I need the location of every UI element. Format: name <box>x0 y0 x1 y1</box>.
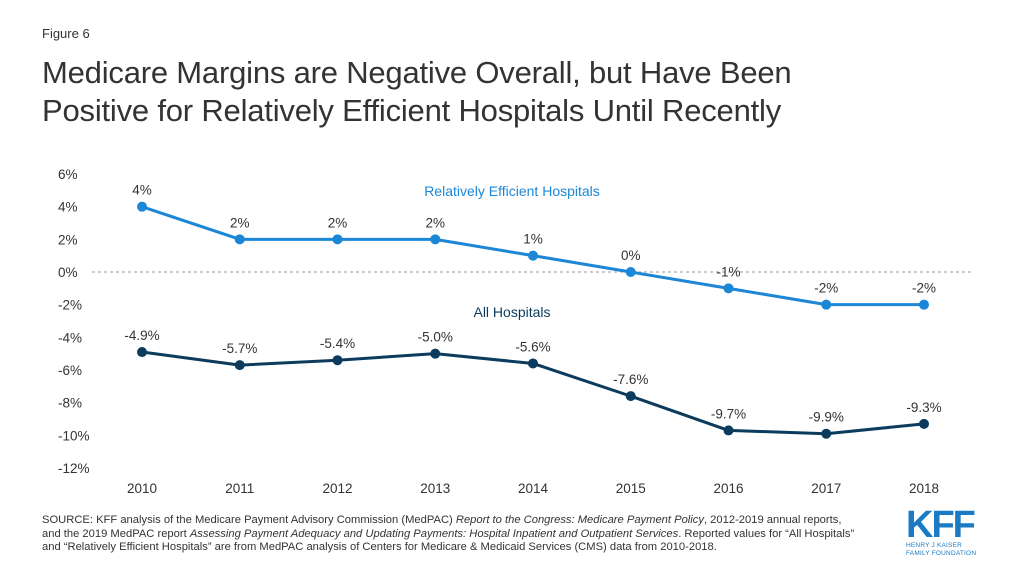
data-label-efficient: 2% <box>328 215 348 230</box>
y-tick-label: -6% <box>58 363 82 378</box>
x-tick-label: 2018 <box>909 481 939 496</box>
chart-title: Medicare Margins are Negative Overall, b… <box>42 54 942 130</box>
kff-logo-line-2: FAMILY FOUNDATION <box>906 549 977 557</box>
data-label-all: -9.9% <box>809 410 844 425</box>
data-label-efficient: 2% <box>425 215 445 230</box>
data-point-efficient <box>625 267 636 277</box>
x-tick-label: 2014 <box>518 481 549 496</box>
data-point-efficient <box>430 234 441 245</box>
chart-title-line-2: Positive for Relatively Efficient Hospit… <box>42 93 782 128</box>
data-point-efficient <box>528 250 538 261</box>
series-label-efficient: Relatively Efficient Hospitals <box>424 183 600 199</box>
data-point-efficient <box>919 299 929 310</box>
data-point-all <box>137 347 147 358</box>
data-label-all: -9.7% <box>711 406 746 421</box>
source-note: SOURCE: KFF analysis of the Medicare Pay… <box>42 514 862 555</box>
x-tick-label: 2016 <box>713 481 743 496</box>
y-tick-label: 2% <box>58 232 78 247</box>
data-point-efficient <box>821 299 832 310</box>
data-label-efficient: -1% <box>716 264 740 279</box>
y-tick-label: -10% <box>58 428 90 443</box>
data-label-all: -4.9% <box>124 328 159 343</box>
x-tick-label: 2017 <box>811 481 841 496</box>
data-label-efficient: 2% <box>230 215 250 230</box>
y-tick-label: 4% <box>58 200 78 215</box>
data-label-all: -7.6% <box>613 372 648 387</box>
data-label-all: -5.7% <box>222 341 257 356</box>
data-point-all <box>821 428 832 439</box>
source-report-title-2: Assessing Payment Adequacy and Updating … <box>189 527 679 540</box>
x-tick-label: 2011 <box>225 481 254 496</box>
data-label-efficient: 1% <box>523 232 543 247</box>
line-chart: 6% 4% 2% 0% -2% -4% -6% -8% -10% -12% 2010 2011 2012… <box>58 167 972 496</box>
data-label-efficient: 0% <box>621 248 641 263</box>
y-tick-label: 6% <box>58 167 78 182</box>
y-tick-label: -4% <box>58 330 82 345</box>
source-report-title-1: Report to the Congress: Medicare Payment… <box>455 514 704 526</box>
figure-label: Figure 6 <box>42 26 90 41</box>
chart-title-line-1: Medicare Margins are Negative Overall, b… <box>42 55 792 90</box>
data-point-efficient <box>723 283 734 294</box>
data-point-all <box>332 355 343 366</box>
data-point-all <box>625 391 636 402</box>
y-tick-label: -8% <box>58 396 82 411</box>
data-label-all: -5.0% <box>418 330 453 345</box>
data-point-all <box>234 360 245 371</box>
source-text-3: . Reported values for “All Hospitals” an… <box>42 527 855 554</box>
y-tick-label: -12% <box>58 461 90 476</box>
y-tick-label: 0% <box>58 265 78 280</box>
series-label-all: All Hospitals <box>473 304 550 320</box>
data-label-efficient: -2% <box>814 281 838 296</box>
source-text-1: SOURCE: KFF analysis of the Medicare Pay… <box>42 514 456 526</box>
x-tick-label: 2012 <box>322 481 352 496</box>
kff-logo: KFF HENRY J KAISER FAMILY FOUNDATION <box>906 504 996 557</box>
data-label-all: -9.3% <box>906 400 941 415</box>
y-tick-label: -2% <box>58 298 82 313</box>
data-point-efficient <box>137 201 147 212</box>
kff-logo-line-1: HENRY J KAISER <box>906 542 963 549</box>
data-label-all: -5.4% <box>320 336 355 351</box>
data-point-all <box>919 418 929 429</box>
x-tick-label: 2010 <box>127 481 157 496</box>
data-point-all <box>430 348 441 359</box>
x-tick-label: 2015 <box>616 481 646 496</box>
source-text-2: , 2012-2019 annual reports, and the 2019… <box>42 514 842 540</box>
data-label-efficient: -2% <box>912 281 936 296</box>
kff-logo-mark: KFF <box>906 504 976 546</box>
data-point-efficient <box>234 234 245 245</box>
data-label-all: -5.6% <box>515 339 550 354</box>
data-point-efficient <box>332 234 343 245</box>
data-label-efficient: 4% <box>132 183 152 198</box>
data-point-all <box>723 425 734 436</box>
x-tick-label: 2013 <box>420 481 450 496</box>
data-point-all <box>528 358 538 369</box>
